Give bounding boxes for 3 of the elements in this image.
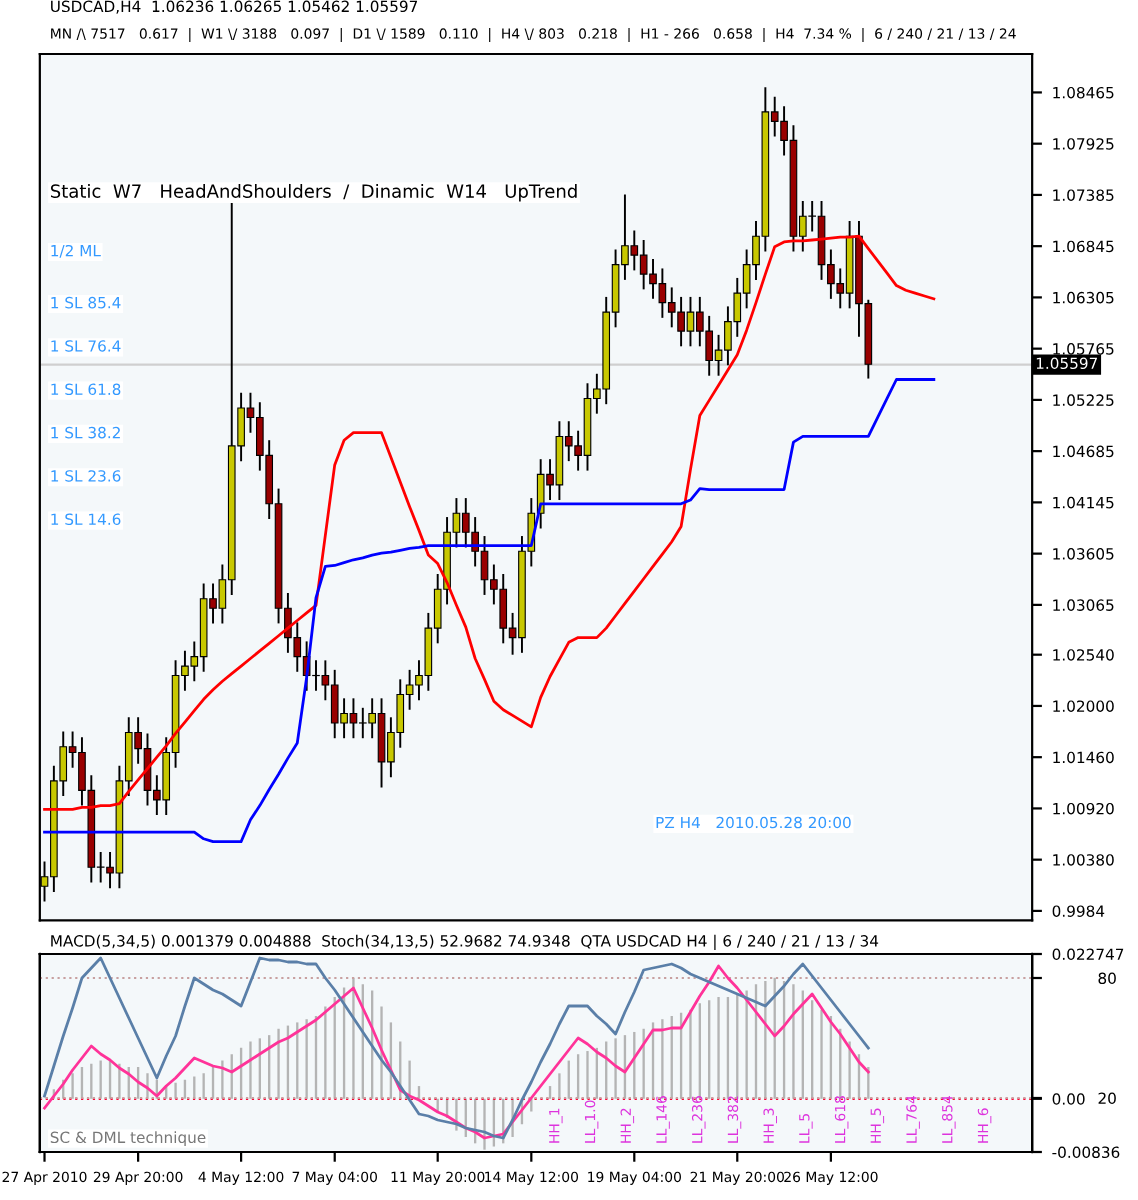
line-series bbox=[43, 378, 936, 844]
annotation: Static W7 HeadAndShoulders / Dinamic W14 UpTrend bbox=[50, 183, 577, 202]
line-series bbox=[43, 234, 936, 811]
